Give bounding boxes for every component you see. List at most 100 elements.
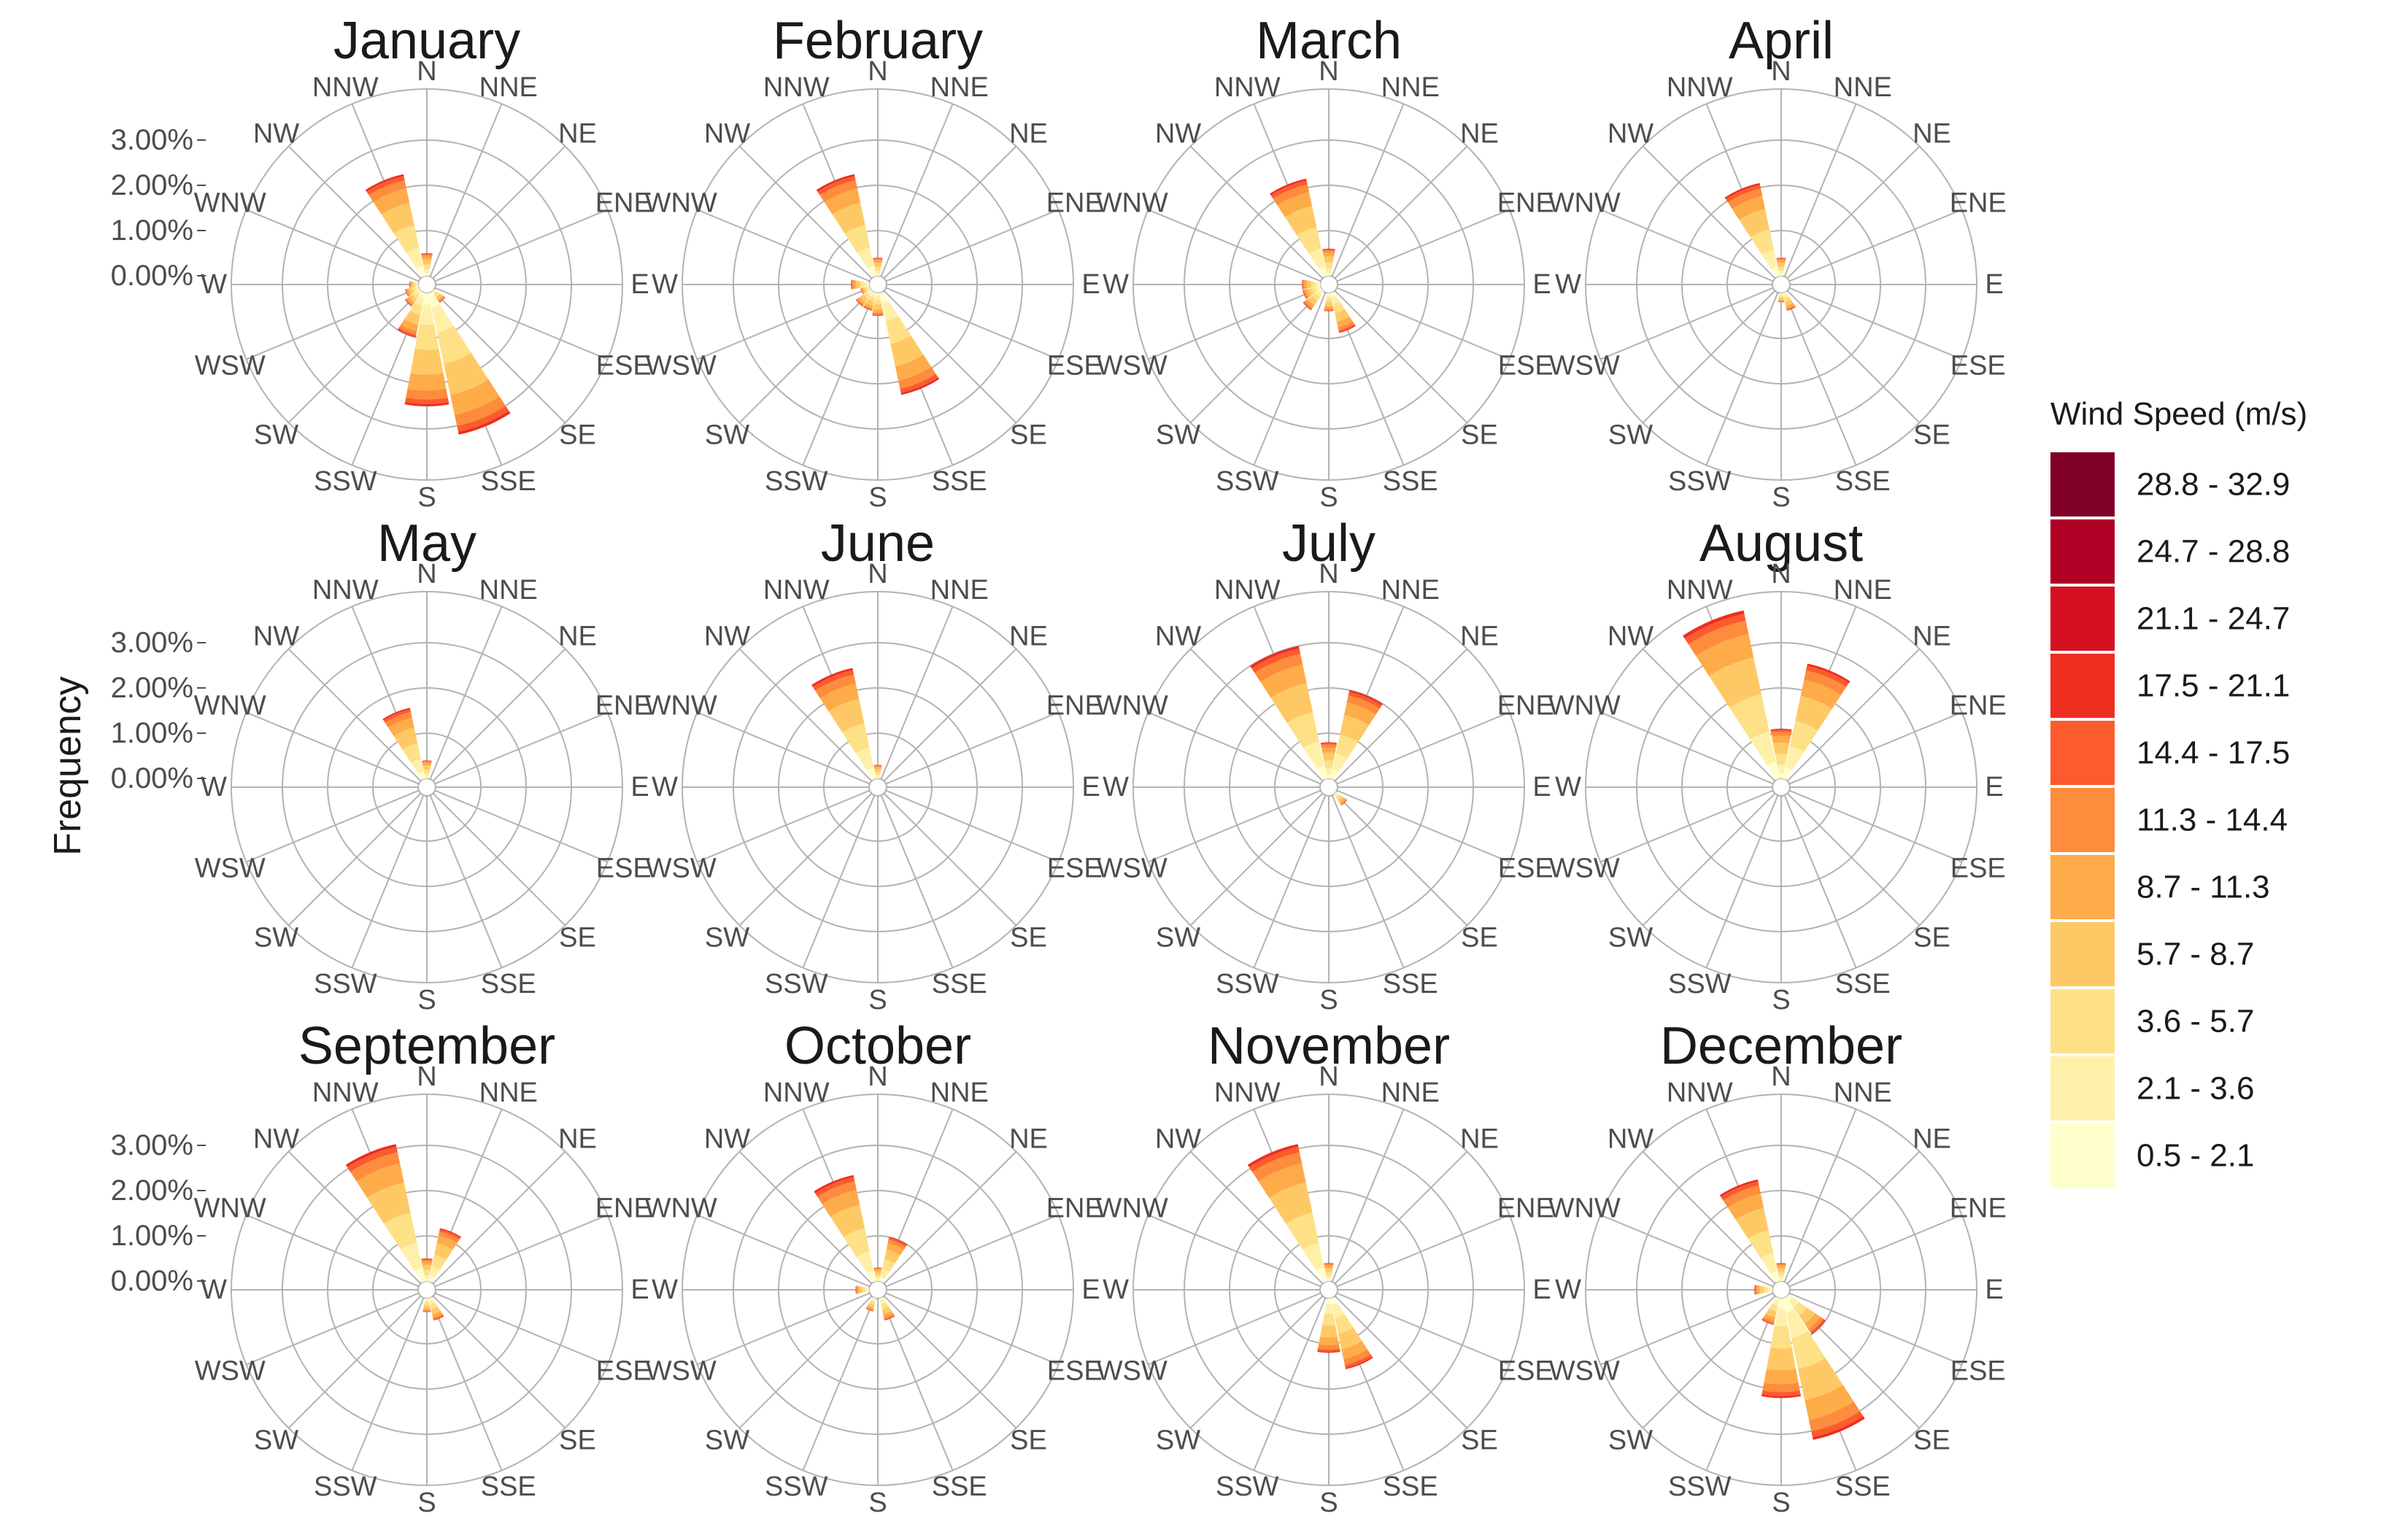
rose-bar-segment — [864, 303, 873, 309]
rose-bar-segment — [879, 292, 889, 303]
direction-label: SW — [1156, 922, 1200, 953]
rose-bar-segment — [1250, 646, 1300, 669]
rose-bar-segment — [1754, 1285, 1756, 1295]
rose-bar-segment — [428, 1297, 433, 1301]
rose-bar-segment — [1333, 792, 1338, 796]
rose-bar-segment — [414, 324, 439, 350]
grid-spoke — [1786, 290, 1921, 424]
grid-spoke — [1705, 794, 1779, 968]
rose-bar-segment — [450, 379, 500, 415]
direction-label: ESE — [1498, 854, 1554, 884]
direction-label: ENE — [1046, 1193, 1103, 1223]
rose-bar-segment — [404, 311, 421, 325]
rose-bar-segment — [1765, 1308, 1777, 1318]
rose-bar-segment — [852, 279, 854, 290]
rose-bar-segment — [885, 316, 911, 344]
rose-bar-segment — [1776, 1263, 1786, 1264]
rose-bar-segment — [409, 302, 422, 316]
rose-bar-segment — [876, 1280, 880, 1282]
rose-bar-segment — [859, 1286, 863, 1293]
rose-bar-segment — [1307, 288, 1314, 297]
rose-bar-segment — [1770, 728, 1792, 731]
rose-bar-segment — [1798, 1358, 1843, 1401]
rose-bar-segment — [862, 1287, 866, 1293]
grid-spoke — [1642, 648, 1776, 782]
grid-spoke — [1788, 789, 1962, 863]
rose-bar-segment — [429, 1299, 436, 1305]
rose-bar-segment — [1322, 248, 1335, 250]
direction-label: NE — [1460, 622, 1499, 652]
direction-label: WNW — [1548, 1193, 1621, 1223]
rose-bar-segment — [421, 1258, 433, 1261]
rose-bar-segment — [867, 282, 870, 287]
grid-spoke — [1336, 1292, 1510, 1366]
rose-bar-segment — [410, 349, 444, 375]
radial-tick-label: 3.00% — [111, 627, 193, 659]
rose-bar-segment — [875, 271, 881, 274]
rose-bar-segment — [1325, 1272, 1332, 1277]
rose-bar-segment — [422, 1307, 431, 1310]
grid-spoke — [1334, 792, 1468, 926]
direction-label: SE — [1461, 922, 1498, 953]
rose-bar-segment — [1332, 754, 1348, 773]
grid-spoke — [288, 290, 422, 424]
panel-title: September — [298, 1017, 555, 1075]
panel-title: October — [784, 1017, 971, 1075]
direction-label: WSW — [646, 854, 717, 884]
rose-bar-segment — [1315, 287, 1320, 293]
rose-bar-segment — [406, 296, 415, 305]
grid-spoke — [1336, 1214, 1510, 1288]
rose-bar-segment — [1330, 1297, 1338, 1306]
direction-label: SSW — [314, 969, 377, 999]
rose-bar-segment — [421, 253, 433, 255]
rose-bar-segment — [422, 760, 432, 762]
direction-label: WNW — [1548, 690, 1621, 721]
rose-bar-segment — [855, 1285, 857, 1294]
direction-label: N — [417, 559, 436, 589]
rose-bar-segment — [406, 247, 423, 268]
direction-label: E — [1081, 1274, 1100, 1305]
grid-spoke — [1788, 711, 1962, 785]
grid-spoke — [432, 1150, 566, 1285]
direction-label: S — [1319, 482, 1338, 513]
direction-label: WNW — [1096, 1193, 1168, 1223]
rose-bar-segment — [1786, 1294, 1792, 1301]
rose-bar-segment — [1324, 306, 1334, 309]
rose-bar-segment — [815, 674, 856, 699]
grid-spoke — [1642, 792, 1776, 926]
grid-spoke — [697, 209, 871, 282]
direction-label: E — [1081, 269, 1100, 300]
grid-spoke — [1189, 1150, 1324, 1285]
direction-label: WSW — [1097, 1356, 1168, 1387]
rose-bar-segment — [861, 287, 865, 294]
direction-label: SSE — [1383, 1471, 1438, 1502]
rose-bar-segment — [856, 280, 861, 289]
direction-label: E — [1985, 1274, 2003, 1305]
rose-bar-segment — [1335, 309, 1350, 322]
rose-bar-segment — [1327, 1279, 1331, 1282]
rose-bar-segment — [1750, 731, 1776, 766]
direction-label: N — [868, 1061, 887, 1092]
direction-label: ESE — [1498, 1356, 1554, 1387]
direction-label: WNW — [1096, 187, 1168, 218]
rose-bar-segment — [886, 1243, 904, 1256]
direction-label: WSW — [646, 1356, 717, 1387]
grid-spoke — [1600, 209, 1774, 282]
legend-label: 8.7 - 11.3 — [2137, 870, 2270, 905]
grid-spoke — [1600, 711, 1774, 785]
panel-title: February — [773, 12, 983, 70]
rose-bar-segment — [404, 299, 412, 307]
radial-tick-label: 3.00% — [111, 1129, 193, 1161]
grid-spoke — [802, 292, 876, 465]
direction-label: ENE — [1497, 1193, 1554, 1223]
rose-bar-segment — [1778, 1272, 1785, 1277]
rose-bar-segment — [432, 1310, 443, 1318]
direction-label: ENE — [1497, 187, 1554, 218]
rose-bar-segment — [1345, 1356, 1373, 1369]
rose-bar-segment — [1776, 1265, 1786, 1269]
rose-bar-segment — [873, 1267, 882, 1269]
direction-label: E — [1985, 772, 2003, 802]
rose-bar-segment — [1778, 301, 1785, 303]
